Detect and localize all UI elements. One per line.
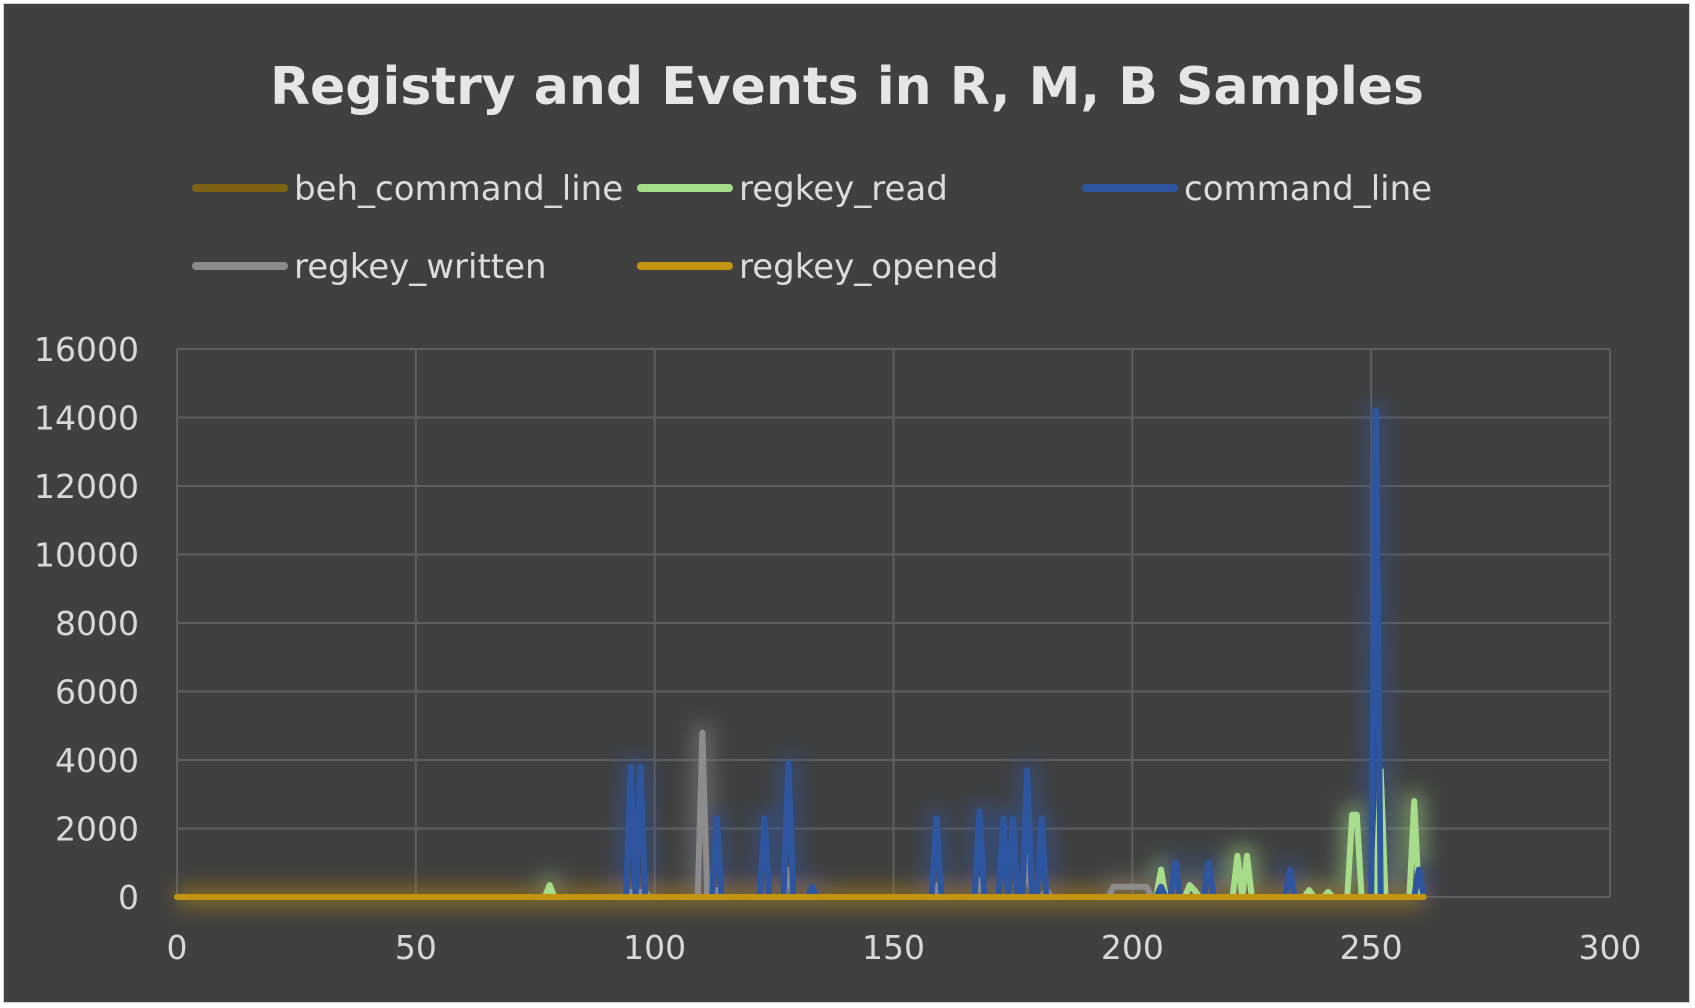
y-axis-ticks: 0 2000 4000 6000 8000 10000 12000 14000 16000 xyxy=(34,330,139,917)
y-tick-label: 10000 xyxy=(34,536,139,575)
legend: beh_command_line regkey_read command_liner… xyxy=(192,169,1432,287)
legend-label-regkey-read: regkey_read xyxy=(739,169,948,209)
legend-label-beh-command-line: beh_command_line xyxy=(294,169,623,209)
x-tick-label: 0 xyxy=(167,928,188,967)
y-tick-label: 14000 xyxy=(34,399,139,438)
series-glow-command-line xyxy=(177,399,1435,908)
y-tick-label: 16000 xyxy=(34,330,139,369)
chart-frame: Registry and Events in R, M, B Samples b… xyxy=(3,3,1690,1003)
grid xyxy=(176,348,1611,898)
x-tick-label: 100 xyxy=(623,928,686,967)
x-tick-label: 150 xyxy=(862,928,925,967)
x-tick-label: 250 xyxy=(1340,928,1403,967)
x-axis-ticks: 0 50 100 150 200 250 300 xyxy=(167,928,1642,967)
y-tick-label: 8000 xyxy=(55,604,139,643)
y-tick-label: 6000 xyxy=(55,673,139,712)
series-layer xyxy=(174,407,1427,900)
series-glow-layer xyxy=(177,399,1435,908)
x-tick-label: 200 xyxy=(1101,928,1164,967)
legend-label-regkey-opened: regkey_opened xyxy=(739,247,999,287)
y-tick-label: 0 xyxy=(118,878,139,917)
x-tick-label: 50 xyxy=(395,928,437,967)
legend-label-regkey-written: regkey_written xyxy=(294,247,547,287)
chart-title: Registry and Events in R, M, B Samples xyxy=(270,57,1424,117)
x-tick-label: 300 xyxy=(1579,928,1642,967)
y-tick-label: 12000 xyxy=(34,467,139,506)
chart-svg: Registry and Events in R, M, B Samples b… xyxy=(34,57,1642,967)
y-tick-label: 4000 xyxy=(55,741,139,780)
legend-label-command-line: command_line xyxy=(1184,169,1432,209)
y-tick-label: 2000 xyxy=(55,810,139,849)
